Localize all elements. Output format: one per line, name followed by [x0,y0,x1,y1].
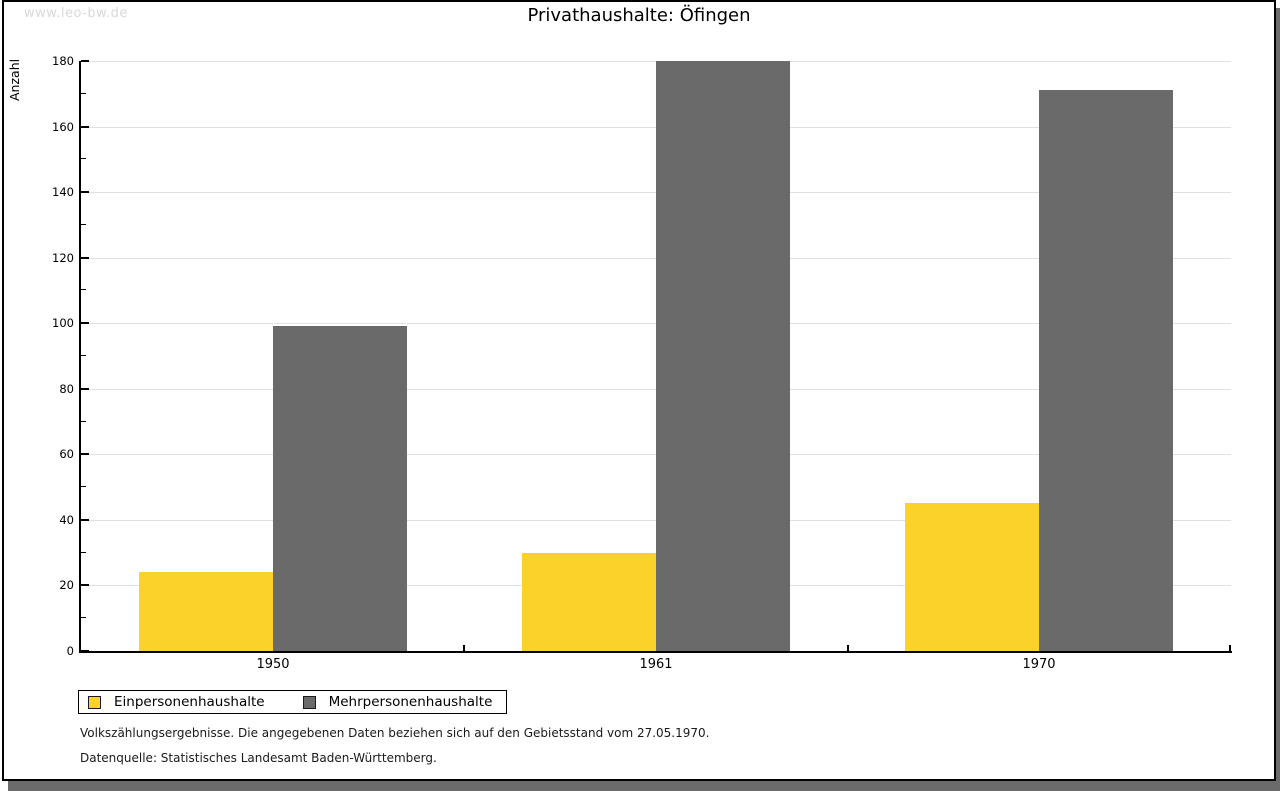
y-tick-label-0: 0 [66,644,74,658]
y-major-tick-180 [81,60,89,62]
x-tick-2 [847,645,849,651]
bar-einpersonenhaushalte-1970 [905,503,1039,651]
y-major-tick-100 [81,322,89,324]
y-major-tick-80 [81,388,89,390]
y-tick-label-40: 40 [59,513,74,527]
y-tick-label-180: 180 [52,54,74,68]
legend-swatch-mehrpersonenhaushalte [302,695,316,709]
bar-mehrpersonenhaushalte-1950 [273,326,407,651]
footnote-source: Datenquelle: Statistisches Landesamt Bad… [80,751,437,765]
watermark: www.leo-bw.de [24,6,128,21]
y-tick-label-160: 160 [52,120,74,134]
bar-einpersonenhaushalte-1961 [522,553,656,651]
footnote-survey: Volkszählungsergebnisse. Die angegebenen… [80,726,710,740]
y-minor-tick-30 [81,552,86,553]
y-minor-tick-50 [81,486,86,487]
y-major-tick-120 [81,257,89,259]
legend-label: Mehrpersonenhaushalte [328,694,493,710]
legend-item: Mehrpersonenhaushalte [302,694,493,710]
bar-mehrpersonenhaushalte-1961 [656,61,790,651]
y-tick-label-140: 140 [52,185,74,199]
legend: Einpersonenhaushalte Mehrpersonenhaushal… [78,690,508,714]
x-tick-3 [1229,645,1231,651]
y-tick-label-20: 20 [59,578,74,592]
y-major-tick-20 [81,584,89,586]
y-tick-label-60: 60 [59,447,74,461]
y-major-tick-40 [81,519,89,521]
y-minor-tick-170 [81,93,86,94]
x-tick-1 [463,645,465,651]
x-category-label-1950: 1950 [256,657,290,672]
y-axis-line [79,61,81,653]
x-axis-line [79,651,1232,653]
y-major-tick-160 [81,126,89,128]
legend-label: Einpersonenhaushalte [114,694,265,710]
x-category-label-1961: 1961 [639,657,673,672]
y-tick-label-100: 100 [52,316,74,330]
y-minor-tick-110 [81,289,86,290]
legend-item: Einpersonenhaushalte [88,694,265,710]
x-category-label-1970: 1970 [1022,657,1056,672]
y-minor-tick-10 [81,617,86,618]
y-major-tick-0 [81,650,89,652]
y-minor-tick-70 [81,421,86,422]
bar-mehrpersonenhaushalte-1970 [1039,90,1173,651]
frame-shadow-bottom [8,781,1280,791]
y-major-tick-60 [81,453,89,455]
frame-shadow-right [1276,8,1280,791]
y-minor-tick-130 [81,224,86,225]
y-major-tick-140 [81,191,89,193]
y-tick-label-80: 80 [59,382,74,396]
plot-area [81,60,1231,652]
legend-swatch-einpersonenhaushalte [88,695,101,709]
y-minor-tick-90 [81,355,86,356]
y-tick-label-120: 120 [52,251,74,265]
chart-title: Privathaushalte: Öfingen [527,5,751,26]
bar-einpersonenhaushalte-1950 [139,572,273,651]
y-axis-title: Anzahl [7,58,22,101]
y-minor-tick-150 [81,158,86,159]
